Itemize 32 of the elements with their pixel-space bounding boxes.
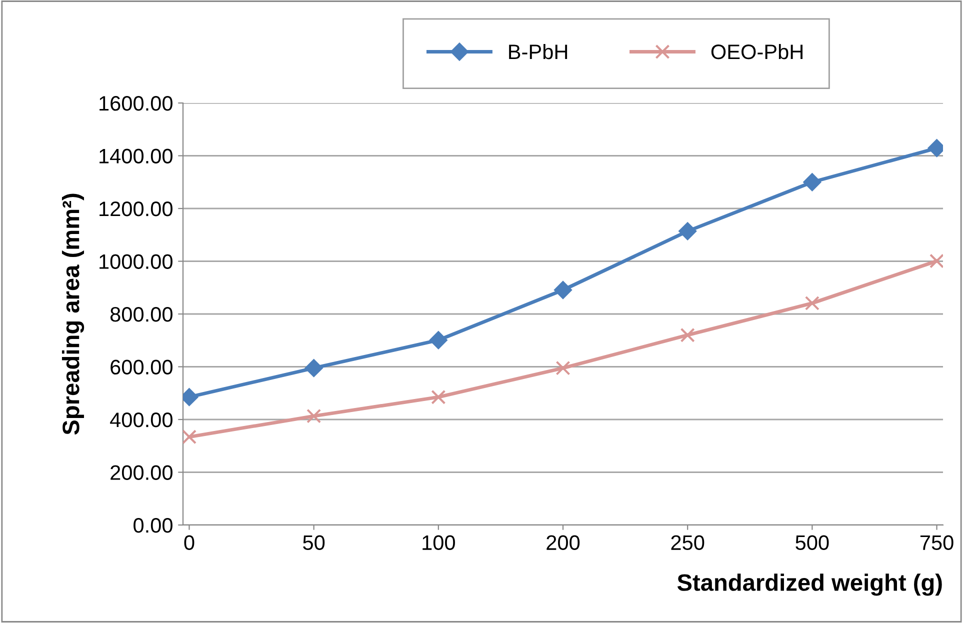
point (304, 359, 323, 377)
point (678, 222, 696, 240)
x-tick-label: 750 (920, 535, 954, 550)
x-tick-label: 250 (671, 535, 704, 550)
point (556, 360, 570, 376)
point (929, 254, 943, 268)
y-tick-label: 0.00 (134, 518, 172, 533)
y-tick-label: 800.00 (110, 307, 172, 322)
y-tick-label: 1000.00 (100, 254, 172, 270)
y-tick-label: 600.00 (110, 360, 172, 375)
x-tick-label: 500 (796, 535, 829, 550)
x-tick-label: 200 (546, 535, 580, 550)
point (803, 173, 822, 192)
y-tick-label: 1600.00 (100, 96, 172, 111)
legend-label: B-PbH (509, 44, 568, 60)
x-tick-label: 0 (184, 535, 194, 550)
y-tick-label: 200.00 (110, 465, 172, 480)
legend-label: OEO-PbH (711, 44, 802, 60)
point (804, 296, 820, 310)
point (306, 408, 322, 424)
point (431, 390, 446, 404)
y-axis-title: Spreading area (mm²) (62, 194, 84, 435)
y-tick-label: 1400.00 (100, 148, 172, 164)
x-tick-label: 50 (303, 535, 325, 550)
point (680, 328, 695, 342)
y-tick-label: 400.00 (110, 412, 172, 428)
x-tick-label: 100 (422, 535, 455, 550)
point (183, 430, 197, 444)
point (430, 331, 448, 350)
point (554, 281, 572, 299)
y-tick-label: 1200.00 (100, 202, 172, 216)
x-axis-title: Standardized weight (g) (677, 574, 942, 596)
